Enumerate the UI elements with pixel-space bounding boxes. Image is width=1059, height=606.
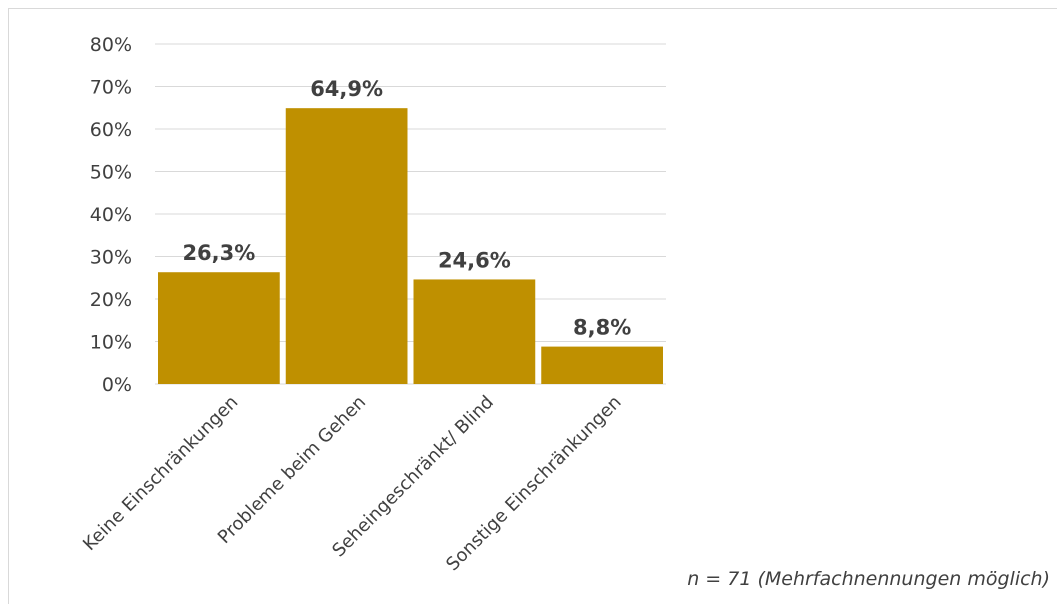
y-tick-label: 20%: [90, 289, 132, 311]
y-tick-label: 30%: [90, 247, 132, 269]
y-tick-label: 40%: [90, 204, 132, 226]
y-tick-label: 60%: [90, 119, 132, 141]
bar: [158, 272, 280, 384]
data-labels: 26,3% 64,9% 24,6% 8,8%: [182, 77, 631, 339]
y-axis-ticks: 0% 10% 20% 30% 40% 50% 60% 70% 80%: [90, 34, 132, 396]
bar: [413, 279, 536, 384]
data-label: 24,6%: [438, 248, 511, 272]
y-tick-label: 10%: [90, 332, 132, 354]
y-tick-label: 80%: [90, 34, 132, 56]
chart-frame: [8, 8, 1057, 604]
y-tick-label: 70%: [90, 77, 132, 99]
bars: [158, 108, 663, 385]
category-label: Probleme beim Gehen: [214, 392, 370, 548]
y-tick-label: 50%: [90, 162, 132, 184]
data-label: 64,9%: [310, 77, 383, 101]
data-label: 8,8%: [573, 316, 631, 340]
bar: [285, 108, 408, 385]
sample-size-footnote: n = 71 (Mehrfachnennungen möglich): [687, 568, 1050, 590]
data-label: 26,3%: [182, 241, 255, 265]
bar: [541, 346, 663, 384]
y-tick-label: 0%: [102, 374, 132, 396]
